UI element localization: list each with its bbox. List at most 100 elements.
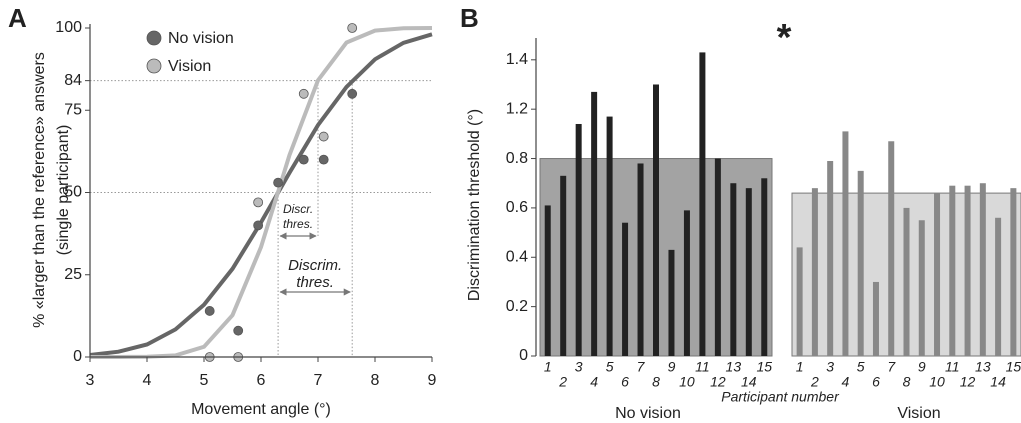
panel-label: B	[460, 3, 479, 33]
bar	[872, 281, 879, 356]
bar	[699, 52, 706, 357]
x-tick-label: 10	[929, 374, 945, 390]
x-tick-label: 2	[558, 374, 567, 390]
data-point	[347, 88, 358, 99]
x-tick-label: 15	[756, 359, 772, 375]
group-label: No vision	[615, 405, 681, 422]
y-tick-label: 0	[73, 348, 82, 365]
y-tick-label: 0.4	[506, 248, 528, 265]
x-axis-label: Movement angle (°)	[191, 401, 331, 418]
bar	[683, 210, 690, 356]
bar	[591, 91, 598, 357]
x-tick-label: 11	[695, 359, 710, 375]
y-axis-label: % «larger than the reference» answers	[31, 52, 48, 328]
bar	[560, 175, 567, 356]
x-tick-label: 11	[945, 359, 960, 375]
x-tick-label: 4	[590, 374, 598, 390]
data-point	[204, 306, 215, 316]
x-tick-label: 7	[637, 359, 646, 375]
bar	[827, 161, 834, 356]
x-tick-label: 3	[86, 372, 95, 389]
y-tick-label: 100	[55, 19, 82, 36]
x-tick-label: 5	[606, 359, 614, 375]
bar	[653, 84, 659, 356]
x-tick-label: 1	[796, 359, 804, 375]
x-tick-label: 6	[621, 374, 629, 390]
x-tick-label: 3	[575, 359, 583, 375]
bar	[964, 185, 971, 356]
bar	[606, 116, 613, 356]
bar	[842, 131, 849, 356]
bar	[637, 163, 644, 356]
x-tick-label: 9	[428, 372, 437, 389]
bar	[903, 207, 910, 356]
group-label: Vision	[897, 405, 940, 422]
bar	[857, 170, 864, 356]
bar	[949, 185, 956, 356]
y-tick-label: 0.2	[506, 298, 528, 315]
y-tick-label: 25	[64, 266, 82, 283]
y-axis-label: (single participant)	[55, 125, 72, 256]
x-tick-label: 14	[990, 374, 1006, 390]
y-tick-label: 1.4	[506, 51, 528, 68]
y-tick-label: 75	[64, 101, 82, 118]
bar	[730, 183, 737, 356]
legend-marker	[146, 30, 162, 46]
bar	[934, 193, 941, 356]
x-axis-label: Participant number	[721, 389, 840, 405]
bar	[979, 183, 986, 356]
x-tick-label: 13	[975, 359, 991, 375]
legend-label: Vision	[168, 58, 211, 75]
bar	[796, 247, 803, 356]
panel-label: A	[8, 3, 27, 33]
x-tick-label: 9	[668, 359, 676, 375]
x-tick-label: 5	[200, 372, 209, 389]
x-tick-label: 1	[544, 359, 552, 375]
x-tick-label: 5	[857, 359, 865, 375]
legend-label: No vision	[168, 30, 234, 47]
data-point	[273, 177, 284, 188]
bar	[622, 222, 629, 356]
data-point	[347, 23, 358, 33]
y-tick-label: 1.2	[506, 100, 528, 117]
x-tick-label: 12	[960, 374, 976, 390]
y-tick-label: 84	[64, 72, 82, 89]
bar	[575, 123, 582, 356]
x-tick-label: 7	[314, 372, 323, 389]
x-tick-label: 8	[371, 372, 380, 389]
significance-mark: *	[777, 17, 792, 59]
bar	[888, 141, 895, 356]
threshold-label: Discrim.	[288, 257, 342, 274]
x-tick-label: 8	[903, 374, 911, 390]
x-tick-label: 4	[143, 372, 152, 389]
legend-marker	[146, 58, 162, 74]
x-tick-label: 15	[1006, 359, 1021, 375]
y-tick-label: 50	[64, 184, 82, 201]
x-tick-label: 10	[679, 374, 695, 390]
bar	[668, 249, 675, 356]
data-point	[318, 154, 329, 165]
threshold-label: thres.	[296, 274, 334, 291]
bar	[1010, 188, 1017, 356]
bar	[995, 217, 1002, 356]
data-point	[233, 325, 244, 336]
x-tick-label: 2	[810, 374, 819, 390]
y-axis-label: Discrimination threshold (°)	[466, 109, 483, 301]
y-tick-label: 0.8	[506, 150, 528, 167]
data-point	[318, 131, 329, 142]
y-tick-label: 0.6	[506, 199, 528, 216]
bar	[745, 188, 752, 356]
x-tick-label: 14	[741, 374, 757, 390]
x-tick-label: 6	[257, 372, 266, 389]
data-point	[298, 88, 309, 99]
x-tick-label: 7	[887, 359, 896, 375]
x-tick-label: 6	[872, 374, 880, 390]
bar	[918, 220, 925, 356]
bar	[761, 178, 768, 356]
data-point	[253, 197, 264, 208]
x-tick-label: 12	[710, 374, 726, 390]
bar	[811, 188, 818, 356]
x-tick-label: 13	[726, 359, 742, 375]
